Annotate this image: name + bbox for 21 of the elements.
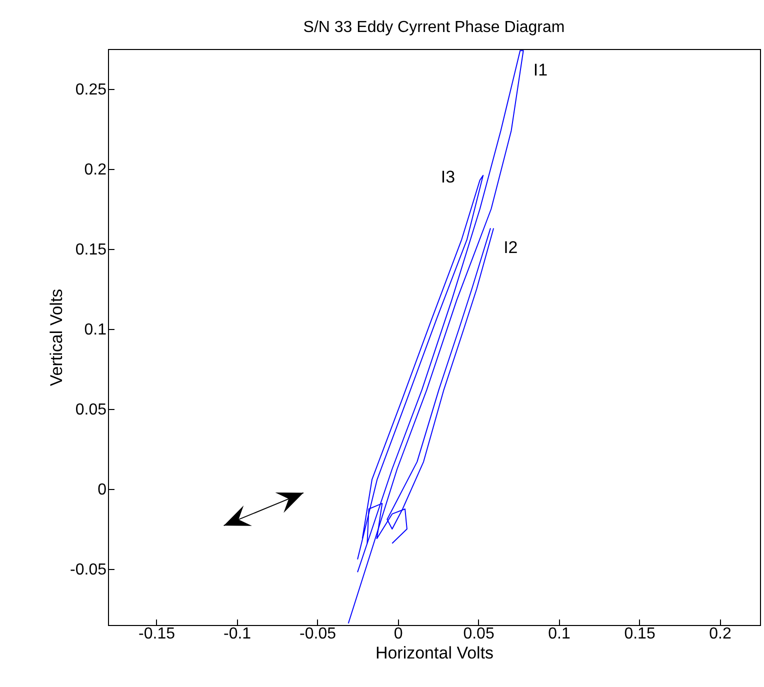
x-tick-label: 0.2 xyxy=(709,626,732,642)
y-tick-label: 0.15 xyxy=(75,242,107,258)
y-tick-label: -0.05 xyxy=(70,562,107,578)
y-tick-label: 0.05 xyxy=(75,402,107,418)
x-tick-label: 0 xyxy=(394,626,403,642)
y-axis-title: Vertical Volts xyxy=(47,288,66,386)
x-tick-label: -0.05 xyxy=(300,626,336,642)
y-tick-label: 0.25 xyxy=(75,82,107,98)
series-label: I1 xyxy=(533,60,548,80)
x-tick-label: 0.15 xyxy=(624,626,656,642)
y-tick-label: 0 xyxy=(98,482,107,498)
x-tick-label: -0.15 xyxy=(138,626,176,642)
y-tick-label: 0.1 xyxy=(84,322,107,338)
x-axis-title: Horizontal Volts xyxy=(375,644,494,662)
series-label: I3 xyxy=(440,167,456,186)
chart-title: S/N 33 Eddy Cyrrent Phase Diagram xyxy=(303,19,565,36)
x-tick-label: -0.1 xyxy=(224,626,252,642)
x-tick-label: 0.05 xyxy=(463,626,494,642)
y-tick-label: 0.2 xyxy=(84,162,107,178)
series-label: I2 xyxy=(504,238,518,258)
x-tick-label: 0.1 xyxy=(548,626,570,642)
